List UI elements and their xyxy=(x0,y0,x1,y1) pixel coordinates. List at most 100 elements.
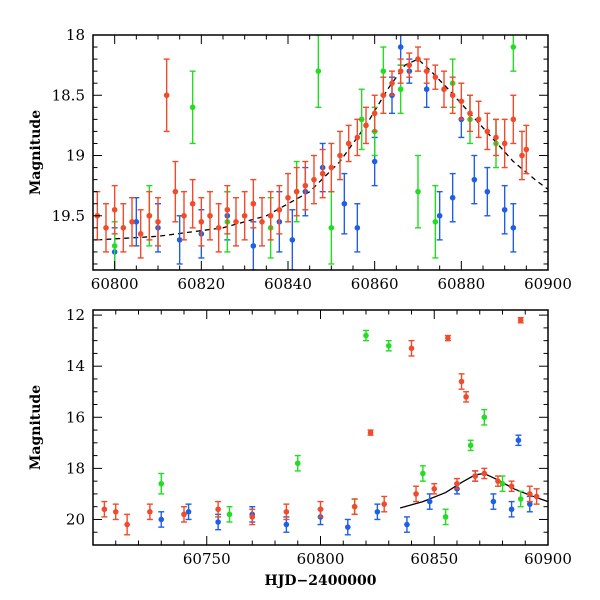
data-point xyxy=(510,35,517,72)
data-point xyxy=(317,500,324,518)
top-panel: 60800 60820 60840 60860 60880 60900 18 18.5 19 19… xyxy=(28,26,572,293)
data-point xyxy=(419,465,426,482)
y-tick-label: 18.5 xyxy=(52,86,85,104)
y-tick-label: 18 xyxy=(66,26,85,44)
x-tick-label: 60860 xyxy=(351,275,399,293)
data-point xyxy=(293,166,300,217)
data-point xyxy=(241,190,248,241)
data-point xyxy=(124,513,131,536)
data-point xyxy=(283,503,290,521)
y-tick-label: 18 xyxy=(66,459,85,477)
data-point xyxy=(436,190,443,241)
data-point xyxy=(374,503,381,521)
x-tick-label: 60820 xyxy=(177,275,225,293)
axis-ticks xyxy=(92,34,549,270)
data-point xyxy=(481,467,488,480)
data-point xyxy=(385,339,392,352)
data-point xyxy=(120,203,127,253)
data-point xyxy=(111,184,118,235)
data-point xyxy=(515,434,522,447)
data-point xyxy=(137,209,144,259)
data-point xyxy=(501,118,508,169)
data-point xyxy=(103,203,109,253)
data-point xyxy=(519,130,525,181)
data-point xyxy=(337,130,343,181)
x-tick-label: 60800 xyxy=(297,550,345,568)
data-point xyxy=(444,334,451,342)
data-point xyxy=(510,203,517,253)
data-point xyxy=(158,472,165,495)
data-point xyxy=(163,58,170,133)
data-point xyxy=(467,94,473,133)
data-point xyxy=(155,196,161,247)
data-point xyxy=(358,88,365,151)
data-point xyxy=(494,475,501,487)
data-point xyxy=(189,178,196,229)
data-point xyxy=(471,154,478,205)
data-point xyxy=(426,493,433,510)
data-point xyxy=(198,196,205,247)
data-point xyxy=(189,70,196,145)
data-point xyxy=(285,172,291,223)
data-point xyxy=(463,391,470,403)
data-point xyxy=(408,339,415,357)
data-point xyxy=(431,482,438,495)
bottom-panel: 60750 60800 60850 60900 12 14 16 18 20 Magnitude H… xyxy=(28,306,572,589)
data-point xyxy=(226,505,233,523)
data-point xyxy=(176,215,183,265)
data-point xyxy=(215,500,222,518)
data-point xyxy=(517,316,524,324)
data-point xyxy=(526,485,533,503)
data-point xyxy=(442,508,449,526)
data-point xyxy=(523,124,530,175)
data-point xyxy=(259,196,265,247)
data-point xyxy=(249,508,256,526)
y-tick-label: 19 xyxy=(66,147,85,165)
data-point xyxy=(449,76,456,115)
data-point xyxy=(101,500,108,518)
data-point xyxy=(499,475,506,493)
plot-area xyxy=(101,316,548,536)
data-point xyxy=(354,118,361,157)
data-point xyxy=(490,493,497,510)
data-point xyxy=(207,190,213,241)
data-point xyxy=(276,184,283,235)
x-tick-label: 60900 xyxy=(524,275,572,293)
data-point xyxy=(415,154,421,229)
series-0 xyxy=(111,35,517,270)
data-point xyxy=(224,184,231,235)
y-tick-label: 19.5 xyxy=(52,207,85,225)
y-tick-label: 12 xyxy=(66,306,85,324)
series-1 xyxy=(111,35,517,270)
series-0 xyxy=(158,434,533,536)
data-point xyxy=(250,221,257,270)
data-point xyxy=(472,470,479,482)
data-point xyxy=(454,477,460,490)
x-tick-label: 60750 xyxy=(183,550,231,568)
data-point xyxy=(112,503,119,521)
data-point xyxy=(397,58,404,84)
data-point xyxy=(484,166,491,217)
data-point xyxy=(215,203,222,253)
data-point xyxy=(233,196,239,247)
y-tick-label: 20 xyxy=(66,510,85,528)
x-tick-label: 60850 xyxy=(410,550,458,568)
data-point xyxy=(328,142,335,193)
data-point xyxy=(250,178,257,229)
data-point xyxy=(389,70,395,96)
data-point xyxy=(158,511,165,528)
data-point xyxy=(181,190,187,241)
data-point xyxy=(344,518,351,536)
data-point xyxy=(146,503,153,521)
data-point xyxy=(380,76,387,115)
x-tick-label: 60880 xyxy=(437,275,485,293)
data-point xyxy=(415,46,421,72)
data-point xyxy=(449,172,456,223)
data-point xyxy=(533,488,540,505)
data-point xyxy=(363,329,369,342)
y-tick-label: 14 xyxy=(66,357,85,375)
data-point xyxy=(432,64,439,90)
series-1 xyxy=(158,329,524,526)
data-point xyxy=(510,94,517,145)
